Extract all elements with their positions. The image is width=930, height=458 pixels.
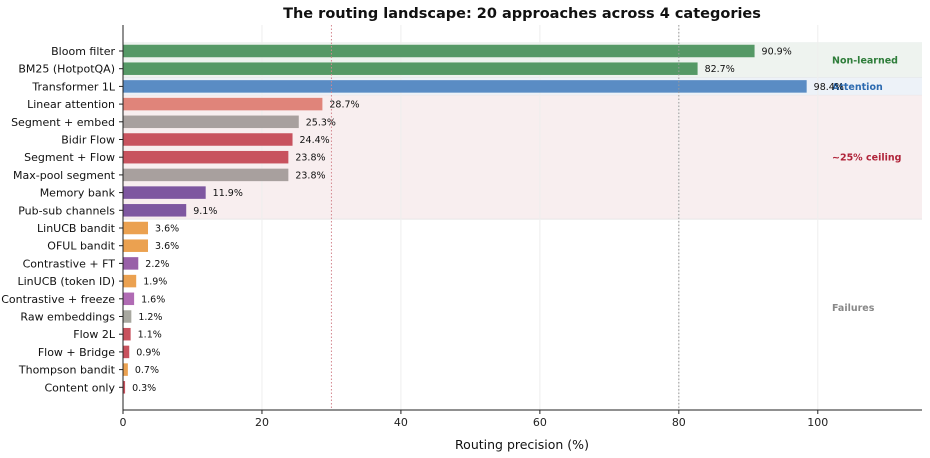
category-label-0: Bloom filter [51, 45, 115, 58]
category-label-10: LinUCB bandit [37, 222, 116, 235]
bar-13 [123, 274, 137, 288]
category-label-8: Memory bank [40, 187, 116, 200]
category-label-6: Segment + Flow [24, 151, 115, 164]
value-label-12: 2.2% [145, 259, 169, 270]
category-label-7: Max-pool segment [13, 169, 116, 182]
x-tick-label-3: 60 [533, 416, 547, 429]
bar-5 [123, 133, 293, 146]
category-label-4: Segment + embed [11, 116, 115, 129]
bar-10 [123, 221, 149, 235]
value-label-4: 25.3% [306, 117, 336, 128]
bar-19 [123, 381, 126, 394]
band-label-1: Attention [832, 82, 883, 93]
chart-title: The routing landscape: 20 approaches acr… [283, 6, 761, 22]
band-label-3: Failures [832, 303, 875, 314]
bar-7 [123, 168, 289, 182]
bar-18 [123, 363, 128, 376]
bar-14 [123, 292, 135, 306]
value-label-11: 3.6% [155, 241, 179, 252]
category-label-19: Content only [44, 381, 115, 394]
bar-12 [123, 257, 139, 270]
bar-4 [123, 115, 299, 129]
band-label-0: Non-learned [832, 55, 898, 66]
value-label-5: 24.4% [300, 135, 330, 146]
bar-6 [123, 150, 289, 164]
value-label-2: 98.4% [814, 82, 844, 93]
bar-0 [123, 44, 755, 58]
value-label-3: 28.7% [329, 100, 359, 111]
x-tick-label-5: 100 [807, 416, 828, 429]
x-tick-label-0: 0 [120, 416, 127, 429]
category-label-11: OFUL bandit [47, 240, 115, 253]
value-label-8: 11.9% [213, 188, 243, 199]
value-label-0: 90.9% [762, 47, 792, 58]
bar-11 [123, 239, 149, 252]
value-label-19: 0.3% [132, 383, 156, 394]
category-label-13: LinUCB (token ID) [18, 275, 116, 288]
value-label-14: 1.6% [141, 294, 165, 305]
value-label-10: 3.6% [155, 224, 179, 235]
value-label-17: 0.9% [136, 347, 160, 358]
category-label-2: Transformer 1L [31, 80, 116, 93]
category-label-17: Flow + Bridge [38, 346, 115, 359]
axes: 0 20 40 60 80 100 [119, 25, 922, 429]
value-label-7: 23.8% [295, 170, 325, 181]
category-label-1: BM25 (HotpotQA) [18, 63, 115, 76]
value-label-6: 23.8% [295, 153, 325, 164]
bar-8 [123, 186, 206, 199]
x-tick-label-1: 20 [255, 416, 269, 429]
bar-15 [123, 310, 132, 323]
bar-17 [123, 345, 130, 359]
labels: Non-learned Attention ~25% ceiling Failures… [1, 45, 901, 394]
bar-2 [123, 80, 807, 93]
bar-9 [123, 204, 187, 217]
bars [123, 44, 807, 394]
category-label-15: Raw embeddings [20, 311, 115, 324]
category-label-18: Thompson bandit [18, 364, 116, 377]
category-label-5: Bidir Flow [61, 134, 115, 147]
x-axis-label: Routing precision (%) [455, 437, 589, 452]
bar-3 [123, 97, 323, 111]
band-label-2: ~25% ceiling [832, 153, 901, 164]
reference-lines [330, 25, 680, 410]
value-label-13: 1.9% [143, 277, 167, 288]
category-label-16: Flow 2L [73, 328, 116, 341]
category-label-12: Contrastive + FT [23, 257, 116, 270]
value-label-9: 9.1% [193, 206, 217, 217]
bar-1 [123, 62, 698, 75]
category-label-14: Contrastive + freeze [1, 293, 115, 306]
value-label-18: 0.7% [135, 365, 159, 376]
x-tick-label-4: 80 [672, 416, 686, 429]
value-label-16: 1.1% [138, 330, 162, 341]
value-label-15: 1.2% [138, 312, 162, 323]
x-tick-label-2: 40 [394, 416, 408, 429]
category-label-3: Linear attention [27, 98, 115, 111]
bar-16 [123, 327, 131, 341]
category-label-9: Pub-sub channels [18, 204, 115, 217]
value-label-1: 82.7% [705, 64, 735, 75]
